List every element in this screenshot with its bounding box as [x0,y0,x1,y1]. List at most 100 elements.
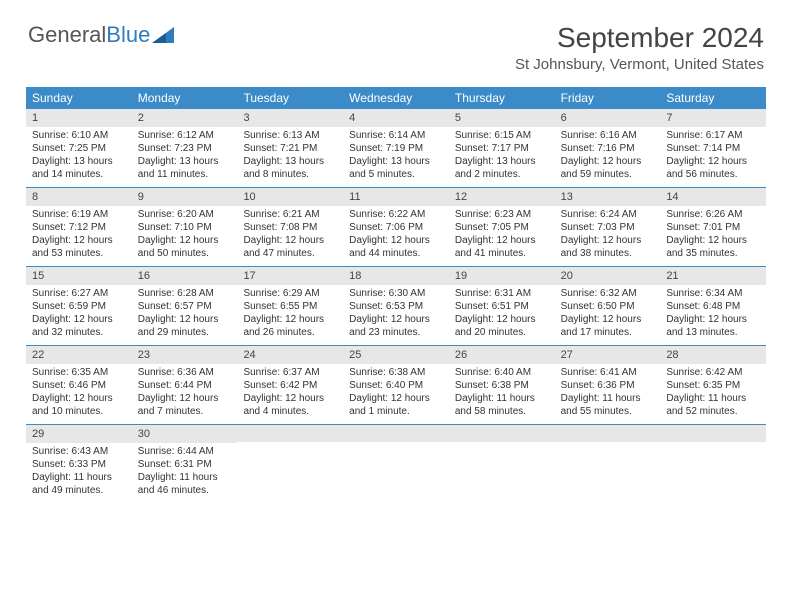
cell-body: Sunrise: 6:23 AMSunset: 7:05 PMDaylight:… [449,206,555,264]
daylight-line: and 49 minutes. [32,484,126,497]
calendar-cell: 25Sunrise: 6:38 AMSunset: 6:40 PMDayligh… [343,346,449,424]
sunrise-line: Sunrise: 6:36 AM [138,366,232,379]
cell-body: Sunrise: 6:27 AMSunset: 6:59 PMDaylight:… [26,285,132,343]
day-number [555,425,661,442]
daylight-line: and 41 minutes. [455,247,549,260]
daylight-line: and 46 minutes. [138,484,232,497]
cell-body: Sunrise: 6:42 AMSunset: 6:35 PMDaylight:… [660,364,766,422]
daylight-line: and 4 minutes. [243,405,337,418]
day-number: 28 [660,346,766,364]
day-number: 1 [26,109,132,127]
daylight-line: and 50 minutes. [138,247,232,260]
sunrise-line: Sunrise: 6:16 AM [561,129,655,142]
calendar-cell: 17Sunrise: 6:29 AMSunset: 6:55 PMDayligh… [237,267,343,345]
sunset-line: Sunset: 7:03 PM [561,221,655,234]
day-header: Thursday [449,87,555,109]
daylight-line: and 14 minutes. [32,168,126,181]
sunrise-line: Sunrise: 6:17 AM [666,129,760,142]
calendar-week: 22Sunrise: 6:35 AMSunset: 6:46 PMDayligh… [26,345,766,424]
daylight-line: and 56 minutes. [666,168,760,181]
cell-body: Sunrise: 6:44 AMSunset: 6:31 PMDaylight:… [132,443,238,501]
cell-body: Sunrise: 6:43 AMSunset: 6:33 PMDaylight:… [26,443,132,501]
calendar-cell: 18Sunrise: 6:30 AMSunset: 6:53 PMDayligh… [343,267,449,345]
day-number: 9 [132,188,238,206]
cell-body: Sunrise: 6:38 AMSunset: 6:40 PMDaylight:… [343,364,449,422]
calendar-cell: 11Sunrise: 6:22 AMSunset: 7:06 PMDayligh… [343,188,449,266]
daylight-line: Daylight: 13 hours [455,155,549,168]
cell-body: Sunrise: 6:41 AMSunset: 6:36 PMDaylight:… [555,364,661,422]
sunrise-line: Sunrise: 6:41 AM [561,366,655,379]
sunset-line: Sunset: 7:01 PM [666,221,760,234]
day-number: 25 [343,346,449,364]
daylight-line: Daylight: 12 hours [349,313,443,326]
daylight-line: and 13 minutes. [666,326,760,339]
daylight-line: Daylight: 12 hours [243,234,337,247]
cell-body: Sunrise: 6:15 AMSunset: 7:17 PMDaylight:… [449,127,555,185]
calendar-cell: 22Sunrise: 6:35 AMSunset: 6:46 PMDayligh… [26,346,132,424]
sunrise-line: Sunrise: 6:15 AM [455,129,549,142]
day-number: 17 [237,267,343,285]
day-number: 22 [26,346,132,364]
sunrise-line: Sunrise: 6:42 AM [666,366,760,379]
sunrise-line: Sunrise: 6:23 AM [455,208,549,221]
calendar-cell: 10Sunrise: 6:21 AMSunset: 7:08 PMDayligh… [237,188,343,266]
day-number: 15 [26,267,132,285]
calendar-cell: 30Sunrise: 6:44 AMSunset: 6:31 PMDayligh… [132,425,238,503]
calendar-cell: 12Sunrise: 6:23 AMSunset: 7:05 PMDayligh… [449,188,555,266]
calendar-cell: 16Sunrise: 6:28 AMSunset: 6:57 PMDayligh… [132,267,238,345]
daylight-line: Daylight: 12 hours [243,313,337,326]
cell-body: Sunrise: 6:40 AMSunset: 6:38 PMDaylight:… [449,364,555,422]
day-header: Sunday [26,87,132,109]
calendar-cell: 19Sunrise: 6:31 AMSunset: 6:51 PMDayligh… [449,267,555,345]
logo-text-2: Blue [106,22,150,48]
daylight-line: Daylight: 12 hours [138,392,232,405]
day-number: 18 [343,267,449,285]
sunrise-line: Sunrise: 6:10 AM [32,129,126,142]
daylight-line: and 58 minutes. [455,405,549,418]
sunset-line: Sunset: 7:10 PM [138,221,232,234]
day-number: 4 [343,109,449,127]
sunrise-line: Sunrise: 6:27 AM [32,287,126,300]
calendar-cell: 23Sunrise: 6:36 AMSunset: 6:44 PMDayligh… [132,346,238,424]
cell-body: Sunrise: 6:14 AMSunset: 7:19 PMDaylight:… [343,127,449,185]
logo-text-1: General [28,22,106,48]
daylight-line: and 53 minutes. [32,247,126,260]
sunrise-line: Sunrise: 6:12 AM [138,129,232,142]
sunrise-line: Sunrise: 6:34 AM [666,287,760,300]
cell-body: Sunrise: 6:28 AMSunset: 6:57 PMDaylight:… [132,285,238,343]
sunrise-line: Sunrise: 6:28 AM [138,287,232,300]
day-number: 6 [555,109,661,127]
sunset-line: Sunset: 7:23 PM [138,142,232,155]
day-number: 30 [132,425,238,443]
daylight-line: Daylight: 12 hours [455,234,549,247]
sunrise-line: Sunrise: 6:30 AM [349,287,443,300]
daylight-line: Daylight: 12 hours [666,313,760,326]
cell-body: Sunrise: 6:32 AMSunset: 6:50 PMDaylight:… [555,285,661,343]
calendar-cell: 9Sunrise: 6:20 AMSunset: 7:10 PMDaylight… [132,188,238,266]
day-number: 24 [237,346,343,364]
cell-body: Sunrise: 6:10 AMSunset: 7:25 PMDaylight:… [26,127,132,185]
sunset-line: Sunset: 6:38 PM [455,379,549,392]
daylight-line: and 5 minutes. [349,168,443,181]
sunset-line: Sunset: 6:59 PM [32,300,126,313]
calendar-cell [555,425,661,503]
sunrise-line: Sunrise: 6:32 AM [561,287,655,300]
day-number: 13 [555,188,661,206]
daylight-line: Daylight: 11 hours [455,392,549,405]
daylight-line: and 11 minutes. [138,168,232,181]
day-number: 19 [449,267,555,285]
title-block: September 2024 St Johnsbury, Vermont, Un… [515,22,764,73]
sunset-line: Sunset: 6:55 PM [243,300,337,313]
sunrise-line: Sunrise: 6:35 AM [32,366,126,379]
daylight-line: Daylight: 12 hours [32,313,126,326]
calendar-cell: 28Sunrise: 6:42 AMSunset: 6:35 PMDayligh… [660,346,766,424]
calendar-cell: 13Sunrise: 6:24 AMSunset: 7:03 PMDayligh… [555,188,661,266]
daylight-line: Daylight: 11 hours [561,392,655,405]
day-number: 20 [555,267,661,285]
sunset-line: Sunset: 7:06 PM [349,221,443,234]
day-number: 2 [132,109,238,127]
daylight-line: and 20 minutes. [455,326,549,339]
sunrise-line: Sunrise: 6:19 AM [32,208,126,221]
daylight-line: and 59 minutes. [561,168,655,181]
daylight-line: Daylight: 11 hours [666,392,760,405]
